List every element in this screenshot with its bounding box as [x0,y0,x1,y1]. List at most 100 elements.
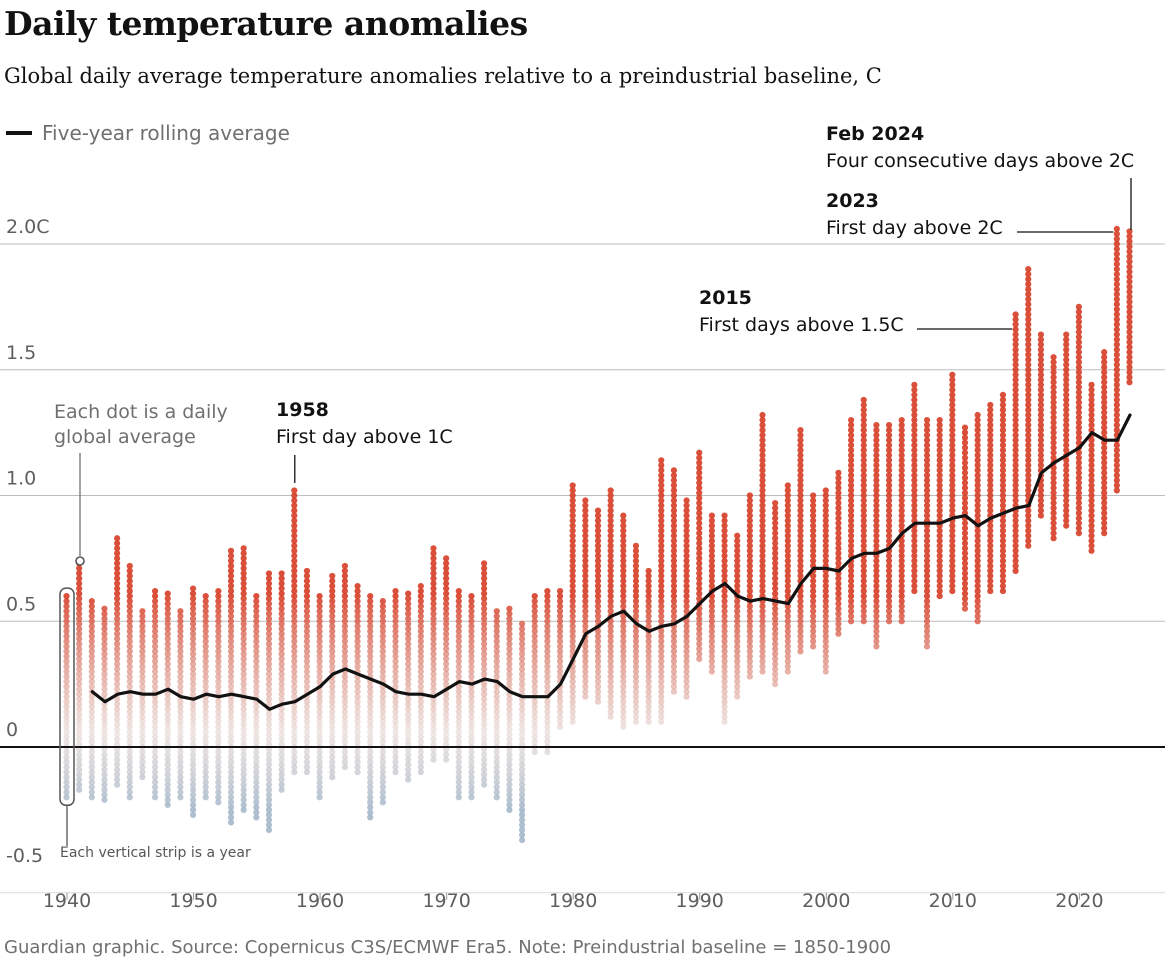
daily-dot [797,542,804,549]
daily-dot [392,648,399,655]
daily-dot [139,738,146,746]
daily-dot [227,814,235,821]
daily-dot [797,567,804,575]
daily-dot [316,728,323,736]
daily-dot [367,784,374,791]
daily-dot [443,731,450,738]
daily-dot [607,628,614,635]
daily-dot [468,613,475,620]
daily-dot [873,557,880,564]
daily-dot [860,421,867,429]
daily-dot [101,625,108,632]
daily-dot [202,673,209,680]
year-strip [569,482,576,725]
daily-dot [898,572,905,580]
daily-dot [101,721,108,728]
daily-dot [974,512,981,519]
daily-dot [202,603,209,610]
daily-dot [784,658,791,665]
daily-dot [885,537,893,544]
daily-dot [594,663,602,670]
daily-dot [1012,411,1019,419]
y-axis-labels: 2.0C1.51.00.50-0.5 [6,216,49,867]
daily-dot [430,701,437,708]
daily-dot [949,522,956,529]
daily-dot [594,603,602,610]
daily-dot [1101,504,1108,512]
daily-dot [999,482,1007,489]
daily-dot [1113,261,1120,268]
daily-dot [544,703,551,710]
daily-dot [139,668,146,675]
daily-dot [379,703,386,710]
daily-dot [632,562,640,570]
daily-dot [493,728,500,736]
daily-dot [594,698,602,705]
daily-dot [227,552,235,559]
daily-dot [708,517,715,524]
daily-dot [683,562,690,570]
daily-dot [151,794,159,801]
daily-dot [620,577,627,585]
daily-dot [114,731,121,738]
year-strip [341,562,349,771]
daily-dot [291,502,298,509]
daily-dot [164,736,171,743]
daily-dot [1126,263,1133,270]
daily-dot [620,678,627,685]
daily-dot [468,658,475,665]
daily-dot [987,406,994,414]
daily-dot [658,457,665,464]
daily-dot [632,638,640,645]
daily-dot [620,618,627,625]
daily-dot [911,432,918,439]
daily-dot [772,550,779,557]
daily-dot [923,512,931,519]
daily-dot [772,585,779,592]
daily-dot [911,587,918,595]
daily-dot [101,630,108,637]
daily-dot [443,675,450,683]
daily-dot [759,567,766,575]
daily-dot [253,809,260,816]
daily-dot [987,507,994,514]
daily-dot [708,577,715,585]
daily-dot [455,673,462,680]
daily-dot [683,688,690,695]
daily-dot [139,774,146,781]
daily-dot [278,706,285,713]
daily-dot [658,587,665,595]
daily-dot [392,618,399,625]
daily-dot [1037,396,1045,404]
daily-dot [974,447,981,454]
year-strip [658,457,665,725]
daily-dot [278,716,285,723]
daily-dot [76,691,83,698]
daily-dot [873,472,880,479]
daily-dot [468,779,475,786]
daily-dot [177,794,184,801]
daily-dot [1075,510,1082,517]
daily-dot [367,648,374,655]
daily-dot [582,547,589,554]
daily-dot [1126,369,1133,376]
daily-dot [316,774,323,781]
daily-dot [847,452,855,459]
daily-dot [341,728,349,736]
daily-dot [936,467,943,474]
daily-dot [569,638,576,645]
daily-dot [341,593,349,600]
daily-dot [885,572,893,580]
daily-dot [670,547,678,554]
daily-dot [151,628,159,635]
daily-dot [177,748,184,756]
daily-dot [265,615,273,622]
daily-dot [303,758,311,766]
daily-dot [556,593,564,600]
daily-dot [1025,537,1032,544]
daily-dot [392,643,399,650]
daily-dot [936,532,943,539]
daily-dot [911,507,918,514]
daily-dot [367,779,374,786]
daily-dot [303,769,311,776]
